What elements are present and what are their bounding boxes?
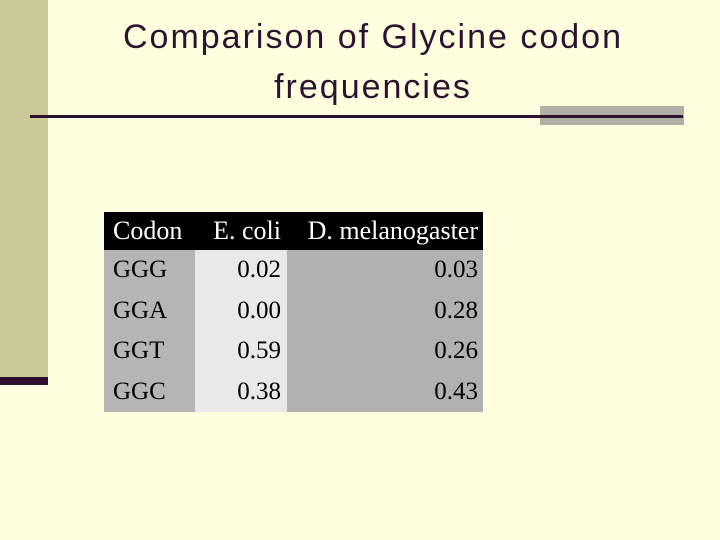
slide-title: Comparison of Glycine codon frequencies bbox=[48, 12, 698, 112]
table-row: GGC 0.38 0.43 bbox=[104, 371, 483, 412]
cell-dmel-value: 0.43 bbox=[287, 371, 483, 412]
cell-codon: GGC bbox=[104, 371, 195, 412]
cell-ecoli-value: 0.59 bbox=[195, 331, 287, 372]
table-row: GGT 0.59 0.26 bbox=[104, 331, 483, 372]
table-row: GGA 0.00 0.28 bbox=[104, 290, 483, 331]
title-underline-rule bbox=[30, 115, 683, 118]
cell-codon: GGT bbox=[104, 331, 195, 372]
left-accent-footer-bar bbox=[0, 377, 48, 385]
cell-ecoli-value: 0.02 bbox=[195, 250, 287, 291]
header-cell-dmelanogaster: D. melanogaster bbox=[307, 216, 478, 245]
cell-dmel-value: 0.28 bbox=[287, 290, 483, 331]
table-row: GGG 0.02 0.03 bbox=[104, 250, 483, 291]
header-cell-codon: Codon bbox=[113, 216, 183, 245]
cell-codon: GGA bbox=[104, 290, 195, 331]
cell-dmel-value: 0.03 bbox=[287, 250, 483, 291]
slide-title-line-1: Comparison of Glycine codon bbox=[122, 18, 623, 56]
slide-title-line-2: frequencies bbox=[274, 68, 472, 106]
cell-dmel-value: 0.26 bbox=[287, 331, 483, 372]
codon-frequency-table: Codon E. coli D. melanogaster GGG 0.02 0… bbox=[104, 212, 483, 412]
cell-ecoli-value: 0.00 bbox=[195, 290, 287, 331]
cell-codon: GGG bbox=[104, 250, 195, 291]
header-cell-ecoli: E. coli bbox=[213, 216, 281, 245]
table-header-row: Codon E. coli D. melanogaster bbox=[104, 212, 483, 250]
left-accent-bar bbox=[0, 0, 48, 377]
cell-ecoli-value: 0.38 bbox=[195, 371, 287, 412]
